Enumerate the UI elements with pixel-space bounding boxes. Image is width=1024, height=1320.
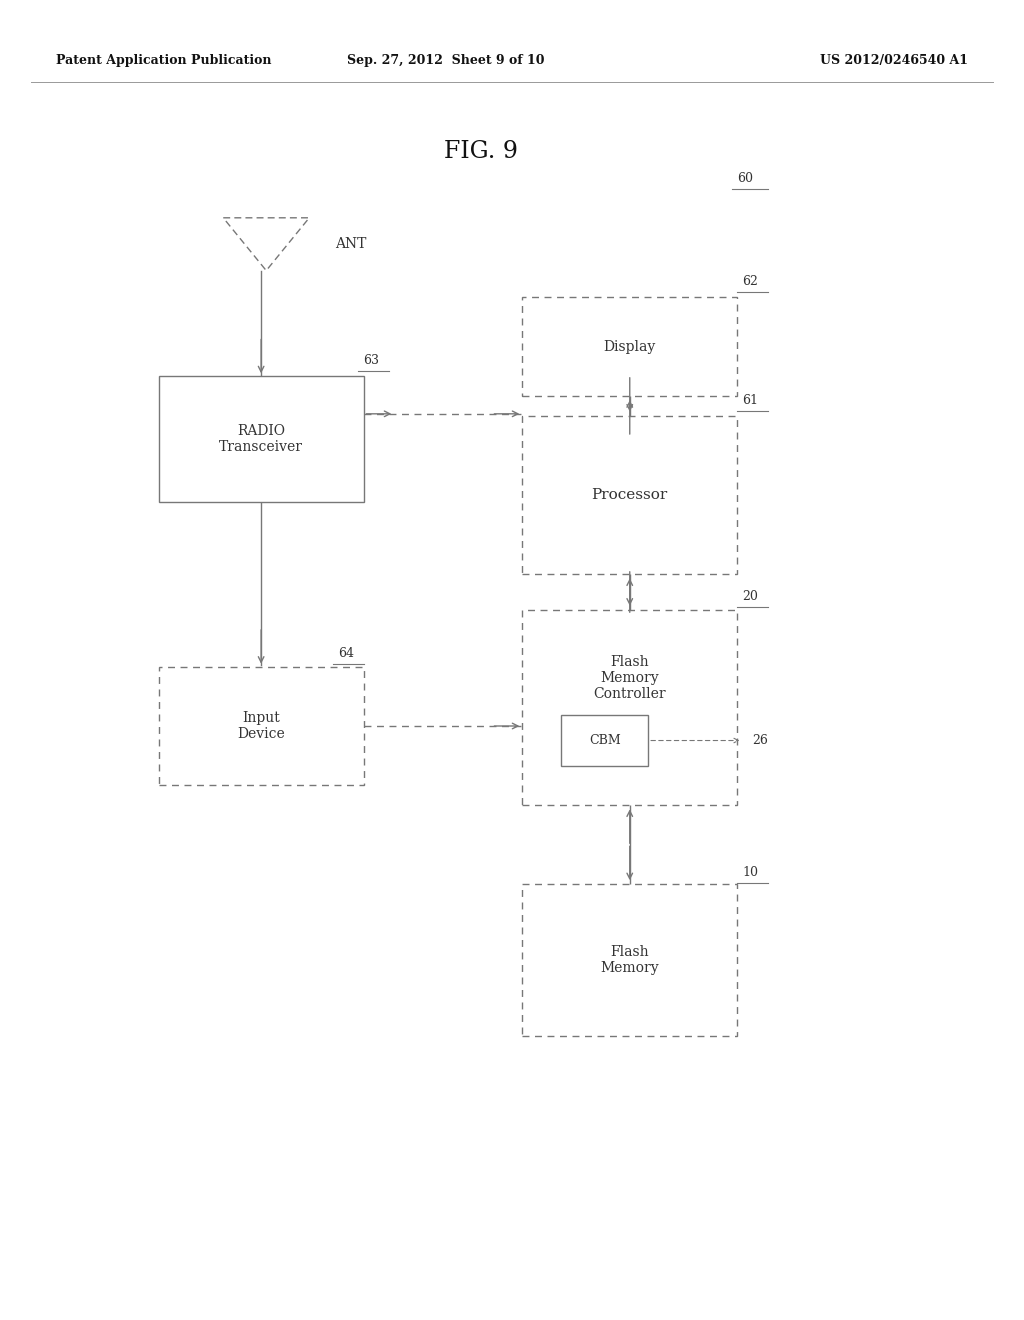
Bar (561, 715, 648, 766)
Text: Input
Device: Input Device (238, 711, 285, 741)
Bar (522, 297, 737, 396)
Text: Flash
Memory: Flash Memory (600, 945, 659, 975)
Text: CBM: CBM (589, 734, 621, 747)
Text: Flash
Memory
Controller: Flash Memory Controller (594, 655, 666, 701)
Text: Display: Display (603, 339, 656, 354)
Text: FIG. 9: FIG. 9 (444, 140, 518, 164)
Bar (159, 667, 364, 785)
Text: 20: 20 (742, 590, 759, 603)
Bar (159, 376, 364, 502)
Text: RADIO
Transceiver: RADIO Transceiver (219, 424, 303, 454)
Bar (522, 610, 737, 805)
Text: 63: 63 (364, 354, 380, 367)
Text: 26: 26 (753, 734, 769, 747)
Text: 62: 62 (742, 275, 759, 288)
Text: Sep. 27, 2012  Sheet 9 of 10: Sep. 27, 2012 Sheet 9 of 10 (347, 54, 544, 67)
Text: 10: 10 (742, 866, 759, 879)
Bar (522, 416, 737, 574)
Bar (522, 884, 737, 1036)
Text: 64: 64 (338, 647, 354, 660)
Text: Processor: Processor (592, 488, 668, 502)
Text: Patent Application Publication: Patent Application Publication (56, 54, 271, 67)
Text: 61: 61 (742, 393, 759, 407)
Text: ANT: ANT (335, 238, 367, 251)
Text: US 2012/0246540 A1: US 2012/0246540 A1 (819, 54, 968, 67)
Text: 60: 60 (737, 172, 754, 185)
